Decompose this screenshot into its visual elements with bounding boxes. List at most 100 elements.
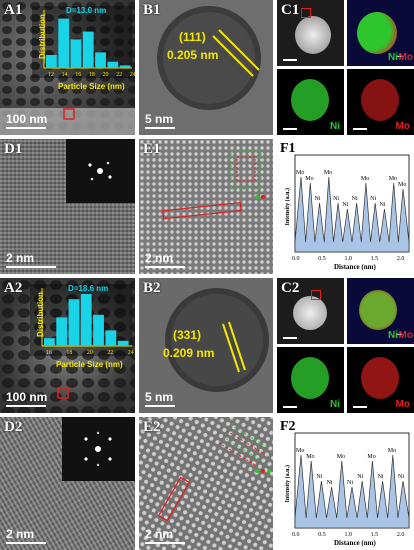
- peak-label: Ni: [379, 202, 385, 208]
- scale-bar-e1: 2 nm: [145, 251, 185, 268]
- panel-label-a2: A2: [4, 280, 23, 296]
- profile-tick: 2.0: [397, 532, 405, 538]
- hist-tick-label: 24: [128, 350, 134, 356]
- hist-bar: [56, 317, 68, 346]
- fft-inset-d1: [66, 139, 135, 203]
- scale-text-a1: 100 nm: [6, 112, 48, 126]
- peak-label: Ni: [352, 196, 358, 202]
- hist-bar: [117, 340, 129, 346]
- peak-label: Mo: [388, 448, 396, 454]
- scale-text-b2: 5 nm: [145, 390, 174, 404]
- scale-bar-e2: 2 nm: [145, 527, 185, 544]
- scale-text-a2: 100 nm: [6, 390, 48, 404]
- hist-tick-label: 20: [102, 72, 108, 78]
- panel-c2-ni-map: Ni: [277, 347, 344, 413]
- panel-label-b1: B1: [143, 2, 161, 18]
- mo-label-c1: Mo: [395, 121, 410, 132]
- profile-tick: 0.5: [318, 532, 326, 538]
- panel-f1-profile: Mo Mo Ni Mo Ni Ni Ni Mo Ni Ni Mo Mo 0.0 0.5 1.0 1.5 2.0 D…: [277, 139, 414, 274]
- panel-b1-hrtem: B1 (111) 0.205 nm 5 nm: [139, 0, 273, 135]
- peak-label: Ni: [315, 196, 321, 202]
- profile-xlabel: Distance (nm): [334, 539, 376, 547]
- scale-bar-d1: 2 nm: [6, 251, 56, 268]
- hist-ylabel-a2: Distribution: [35, 292, 45, 337]
- peak-label: Ni: [357, 474, 363, 480]
- hist-tick-label: 18: [66, 350, 72, 356]
- hist-tick-label: 22: [116, 72, 122, 78]
- profile-tick: 1.0: [344, 256, 352, 262]
- scale-bar-d2: 2 nm: [6, 527, 46, 544]
- panel-a1-sem: 12 14 16 18 20 22 24 A1 D=13.0 nm Distribution…: [0, 0, 135, 135]
- panel-e1-lattice: E1 2 nm: [139, 139, 273, 274]
- peak-label: Ni: [327, 480, 333, 486]
- panel-label-f2: F2: [280, 419, 296, 434]
- porous-texture-a2: 16 18 20 22 24: [0, 278, 135, 413]
- peak-label: Mo: [296, 170, 304, 176]
- spacing-b1: 0.205 nm: [167, 48, 219, 62]
- peak-label: Ni: [370, 196, 376, 202]
- scale-text-d1: 2 nm: [6, 251, 35, 265]
- profile-ylabel: Intensity (a.u.): [284, 465, 291, 503]
- peak-label: Ni: [347, 480, 353, 486]
- profile-tick: 2.0: [397, 256, 405, 262]
- scale-text-d2: 2 nm: [6, 527, 35, 541]
- hist-bar: [93, 314, 104, 346]
- hist-ylabel-a1: Distribution: [37, 14, 47, 59]
- panel-label-d2: D2: [4, 419, 23, 435]
- panel-label-e1: E1: [143, 141, 161, 157]
- plane-b1: (111): [179, 30, 206, 44]
- profile-tick: 1.5: [371, 256, 379, 262]
- hist-xlabel-a2: Particle Size (nm): [56, 360, 123, 369]
- overlay-ni-c1: Ni: [388, 52, 398, 63]
- hist-tick-label: 12: [48, 72, 54, 78]
- scale-text-e1: 2 nm: [145, 251, 174, 265]
- peak-label: Mo: [305, 176, 313, 182]
- peak-label: Mo: [367, 454, 375, 460]
- panel-label-c2: C2: [281, 280, 300, 296]
- profile-tick: 0.0: [292, 532, 300, 538]
- hist-tick-label: 18: [89, 72, 95, 78]
- mean-size-a2: D=18.6 nm: [68, 284, 109, 293]
- panel-c2-overlay: Ni + Mo: [347, 278, 414, 344]
- panel-c1-mo-map: Mo: [347, 69, 414, 135]
- panel-c1-overlay: Ni + Mo: [347, 0, 414, 66]
- panel-c2-mo-map: Mo: [347, 347, 414, 413]
- ni-label-c1: Ni: [330, 121, 340, 132]
- peak-label: Mo: [324, 170, 332, 176]
- peak-label: Mo: [389, 176, 397, 182]
- mo-label-c2: Mo: [395, 399, 410, 410]
- panel-label-f1: F1: [280, 141, 296, 156]
- lattice-e2: [139, 417, 273, 550]
- hist-bar: [95, 52, 106, 68]
- hist-tick-label: 22: [107, 350, 113, 356]
- hist-bar: [80, 294, 92, 346]
- overlay-ni-c2: Ni: [388, 330, 398, 341]
- peak-label: Ni: [333, 196, 339, 202]
- overlay-mo-c1: Mo: [398, 52, 413, 63]
- panel-c2-haadf: C2: [277, 278, 344, 344]
- panel-c1-haadf: C1: [277, 0, 344, 66]
- profile-tick: 0.5: [318, 256, 326, 262]
- panel-label-d1: D1: [4, 141, 23, 157]
- ni-label-c2: Ni: [330, 399, 340, 410]
- particle-b2: [165, 288, 269, 392]
- intensity-curve: [294, 454, 410, 529]
- profile-tick: 0.0: [292, 256, 300, 262]
- scale-text-b1: 5 nm: [145, 112, 174, 126]
- peak-label: Mo: [337, 454, 345, 460]
- peak-label: Ni: [398, 474, 404, 480]
- profile-xlabel: Distance (nm): [334, 263, 376, 271]
- hist-bar: [44, 338, 55, 346]
- hist-bar: [70, 39, 82, 68]
- spacing-b2: 0.209 nm: [163, 346, 215, 360]
- panel-c1-ni-map: Ni: [277, 69, 344, 135]
- hist-bar: [82, 31, 94, 69]
- hist-bar: [46, 55, 57, 68]
- peak-label: Ni: [316, 474, 322, 480]
- panel-d1-stem: D1 2 nm: [0, 139, 135, 274]
- overlay-plus-c1: +: [397, 52, 403, 63]
- hist-tick-label: 14: [62, 72, 68, 78]
- hist-tick-label: 24: [130, 72, 135, 78]
